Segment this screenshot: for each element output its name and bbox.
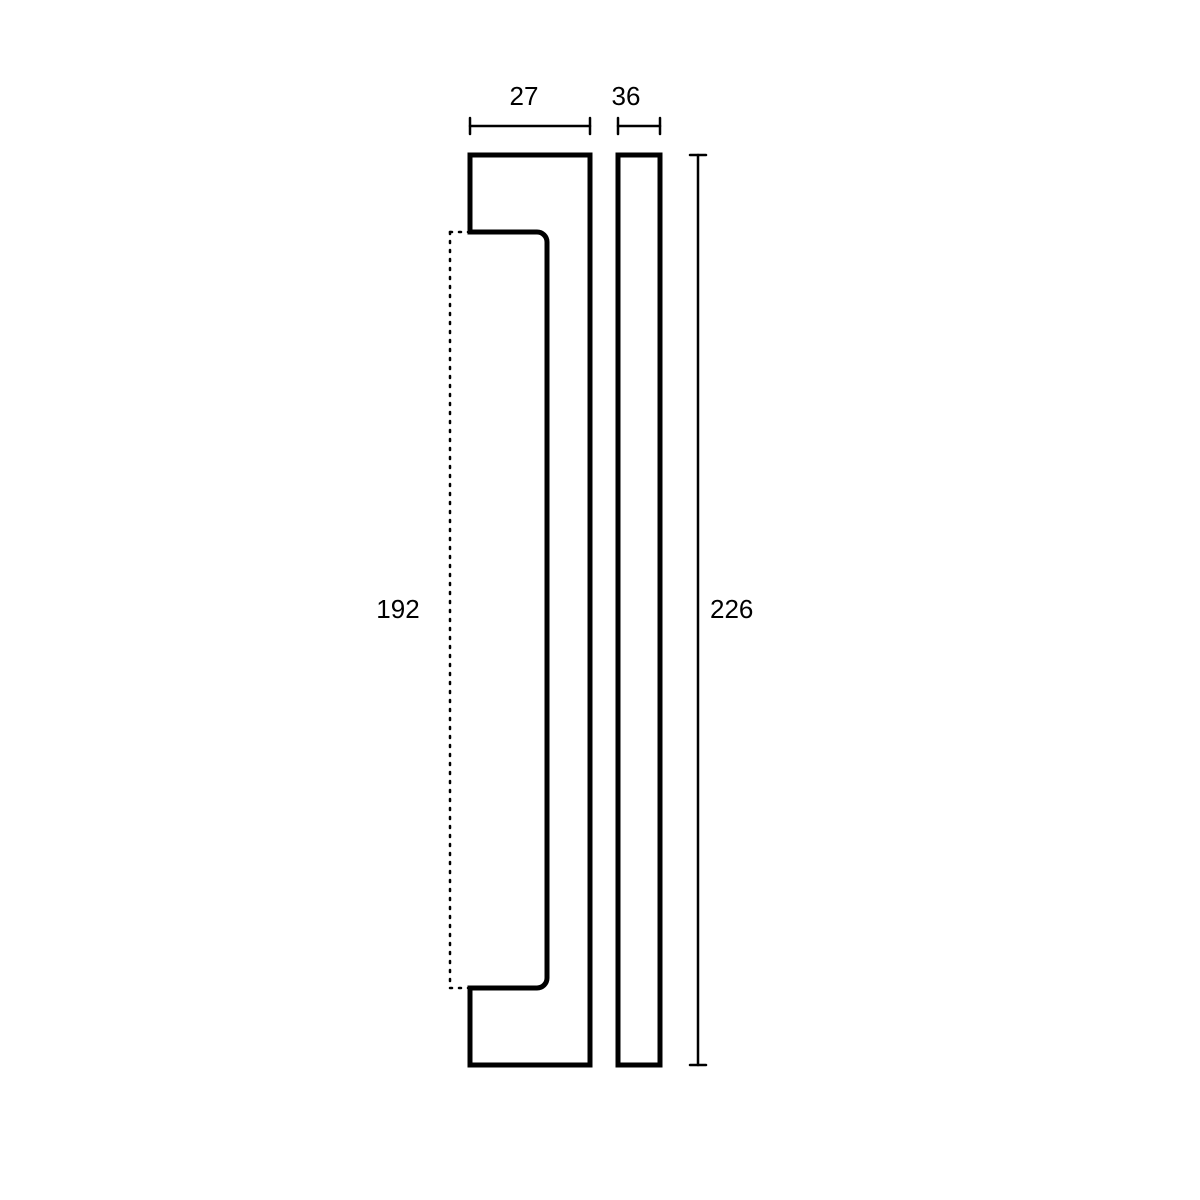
- dimension-192: 192: [376, 232, 470, 988]
- side-view-outline: [618, 155, 660, 1065]
- dimension-27: 27: [470, 81, 590, 134]
- technical-drawing: 27 36 226 192: [0, 0, 1200, 1200]
- dimension-36: 36: [612, 81, 660, 134]
- dimension-27-label: 27: [510, 81, 539, 111]
- front-view-outline: [470, 155, 590, 1065]
- dimension-192-label: 192: [376, 594, 419, 624]
- dimension-226-label: 226: [710, 594, 753, 624]
- dimension-36-label: 36: [612, 81, 641, 111]
- dimension-226: 226: [690, 155, 753, 1065]
